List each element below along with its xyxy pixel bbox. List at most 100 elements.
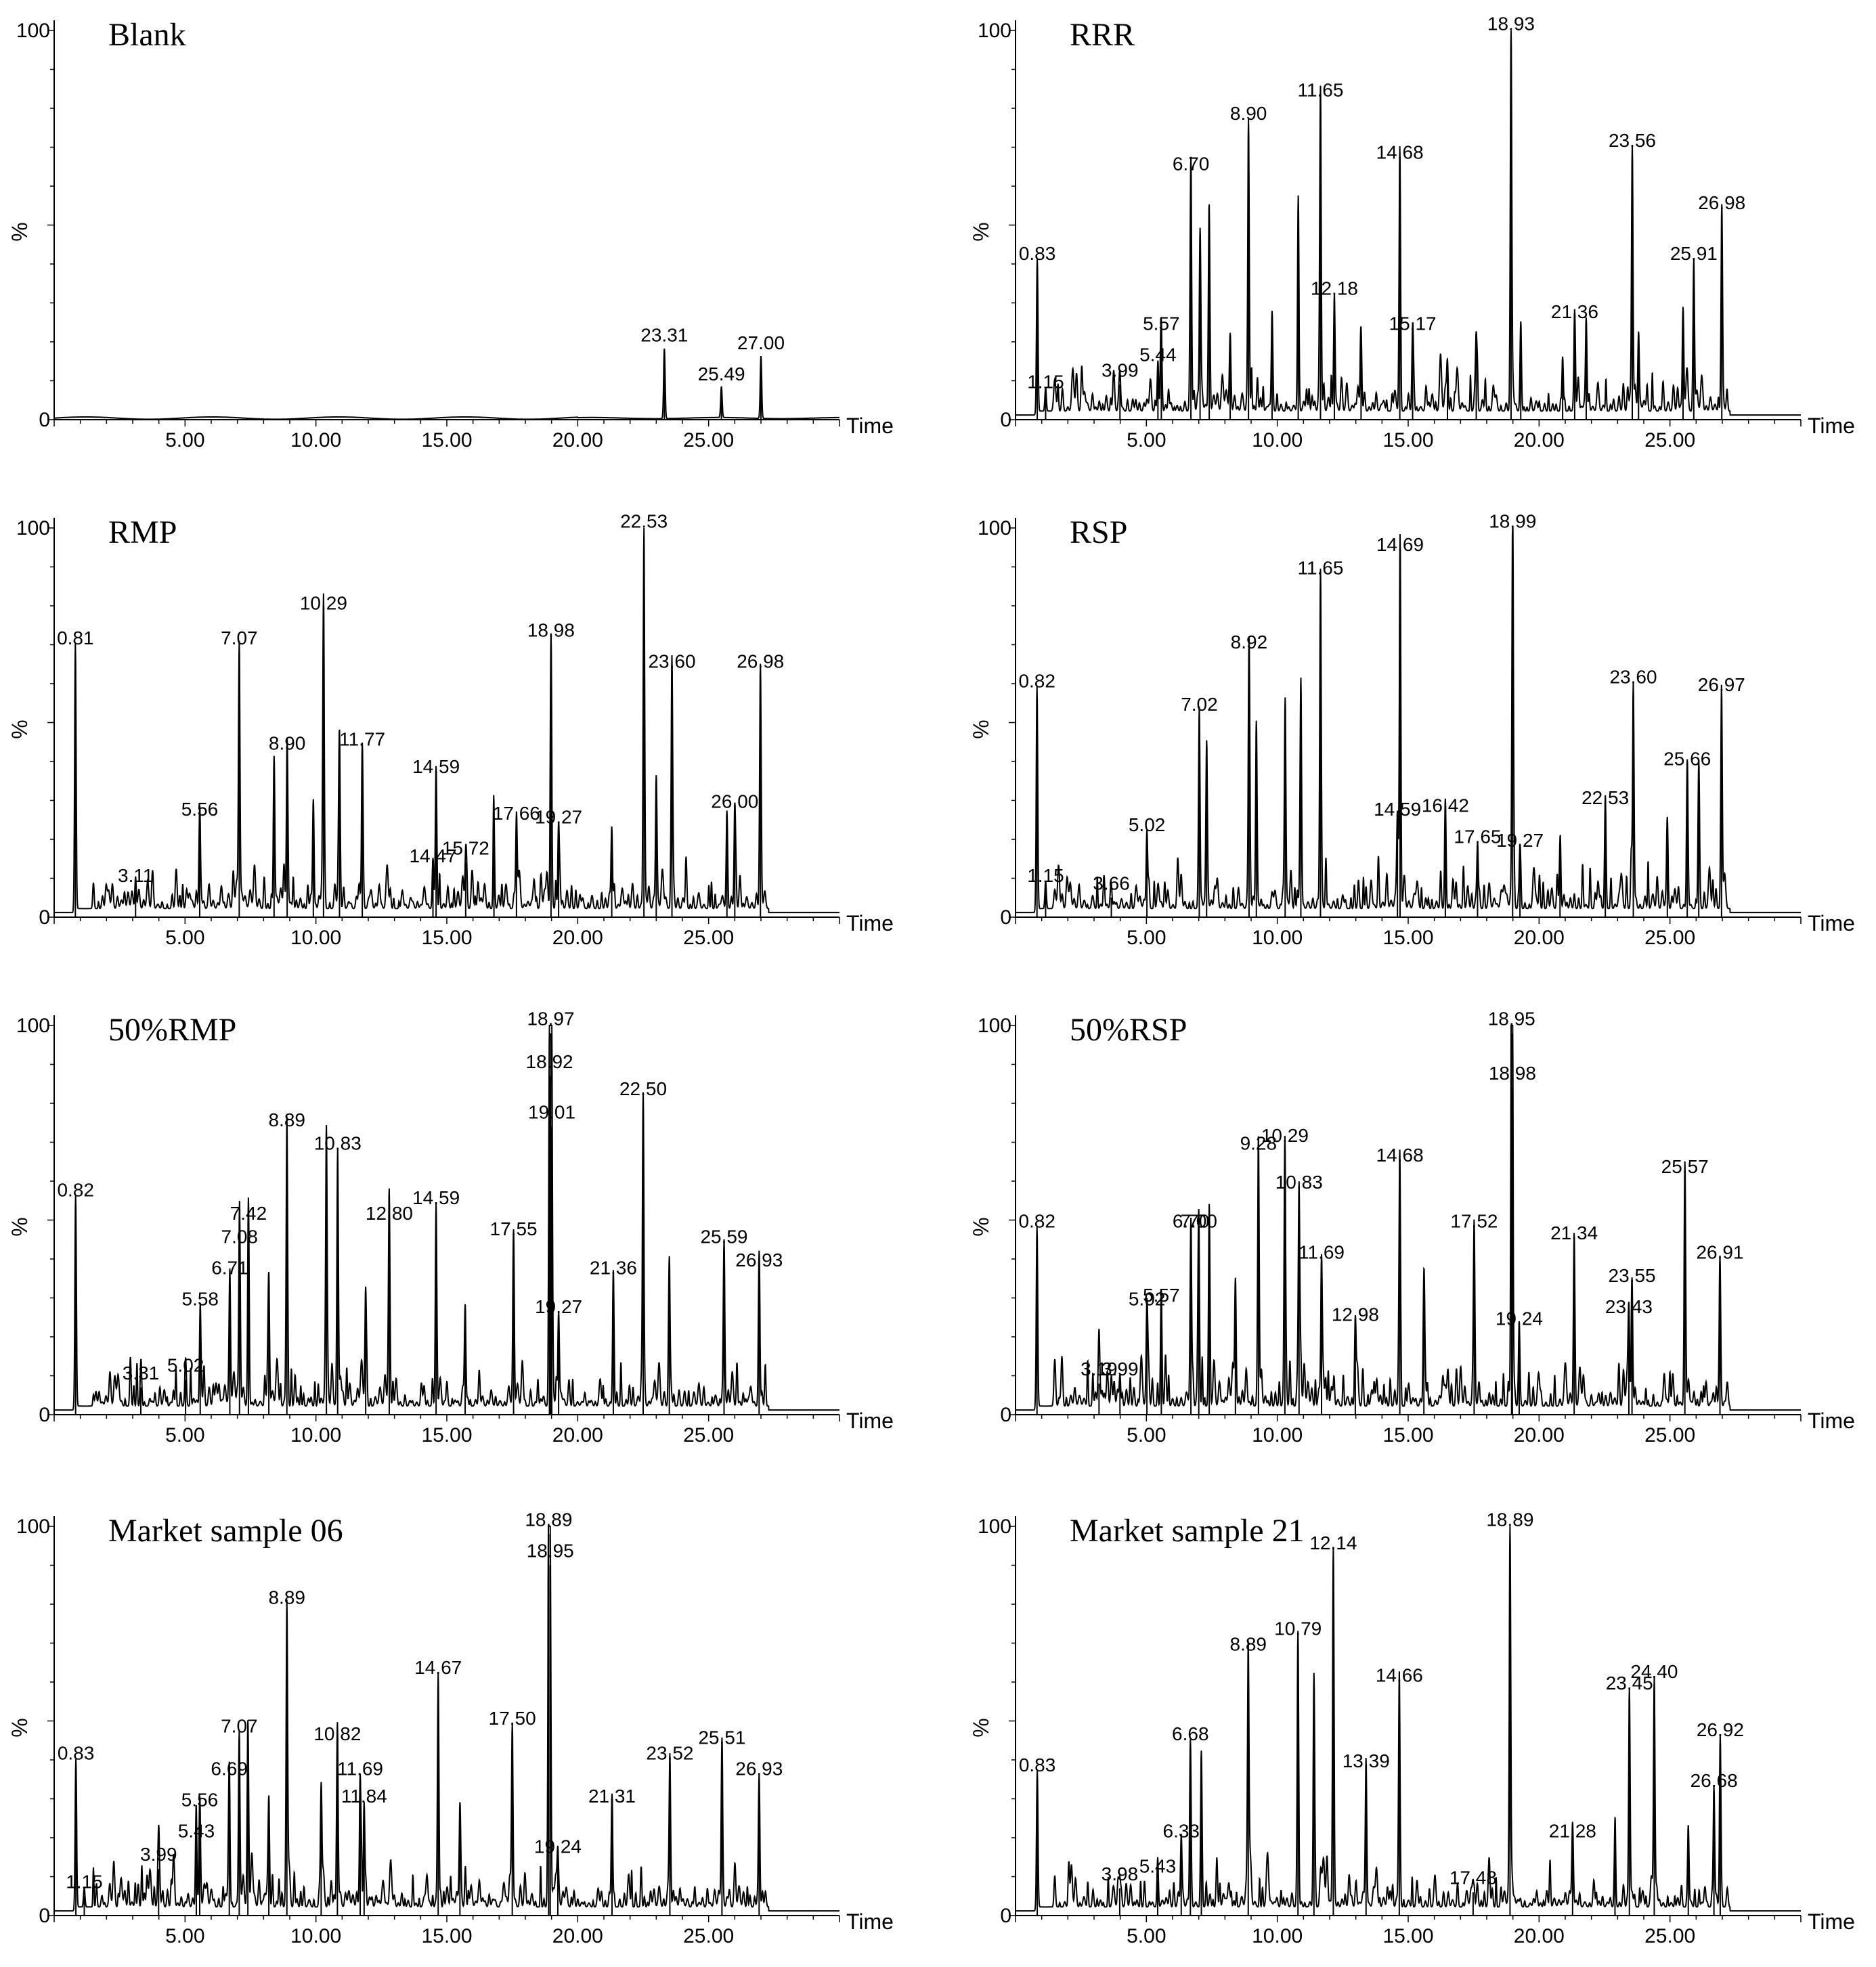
peak-label: 8.90: [1230, 103, 1267, 124]
peak-label: 18.98: [1489, 1063, 1536, 1084]
panel-title: 50%RSP: [1070, 1012, 1187, 1048]
x-tick-label: 10.00: [1252, 1424, 1303, 1446]
x-tick-label: 10.00: [290, 1424, 341, 1446]
peak-label: 23.55: [1609, 1265, 1656, 1286]
x-tick-label: 25.00: [1644, 1424, 1695, 1446]
peak-label: 27.00: [737, 332, 785, 353]
panel-title: Market sample 21: [1070, 1513, 1305, 1549]
x-axis-label: Time: [846, 1409, 894, 1433]
y-tick-label: 0: [1000, 1404, 1011, 1426]
peak-label: 25.57: [1661, 1156, 1709, 1177]
x-tick-label: 20.00: [552, 1424, 603, 1446]
chromatogram-svg: 50%RMP 5.00 10.00 15.00 20.00 25.00 0 100% Time 0…: [7, 1009, 894, 1447]
peak-label: 11.69: [1299, 1242, 1345, 1263]
chromatogram-svg: Market sample 06 5.00 10.00 15.00 20.00 25.00…: [7, 1509, 894, 1948]
peak-label: 5.56: [181, 1790, 219, 1811]
peak-label: 23.43: [1605, 1296, 1653, 1317]
peak-label: 18.99: [1489, 511, 1536, 532]
peak-label: 13.39: [1343, 1750, 1390, 1771]
panel-title: RMP: [108, 514, 177, 550]
peak-label: 5.57: [1143, 1285, 1180, 1306]
peak-label: 26.93: [735, 1759, 783, 1780]
y-tick-label: 100: [16, 517, 50, 539]
x-tick-label: 10.00: [1252, 927, 1303, 949]
x-axis-label: Time: [1808, 911, 1855, 935]
chromatogram-panel-4: RSP 5.00 10.00 15.00 20.00 25.00 0 100% Time 0.82…: [961, 498, 1875, 965]
y-axis-label: %: [7, 1217, 32, 1236]
chromatogram-trace: [1016, 30, 1801, 416]
peak-label: 8.89: [268, 1109, 305, 1130]
chromatogram-trace: [54, 1526, 839, 1912]
panel-title: Market sample 06: [108, 1513, 343, 1549]
chromatogram-panel-5: 50%RMP 5.00 10.00 15.00 20.00 25.00 0 100% Time 0…: [0, 995, 914, 1462]
y-tick-label: 0: [39, 906, 50, 929]
peak-label: 21.36: [590, 1258, 637, 1279]
x-tick-label: 20.00: [552, 429, 603, 451]
peak-label: 11.65: [1297, 79, 1343, 100]
peak-label: 17.66: [493, 803, 540, 824]
x-tick-label: 15.00: [421, 1925, 472, 1947]
peak-label: 18.95: [1488, 1009, 1535, 1030]
peak-label: 10.83: [1275, 1172, 1323, 1193]
peak-label: 5.02: [1129, 814, 1166, 835]
peak-label: 1.15: [1027, 865, 1064, 886]
chromatogram-trace: [54, 348, 839, 420]
chromatogram-svg: RMP 5.00 10.00 15.00 20.00 25.00 0 100% Time 0.81…: [7, 511, 894, 950]
peak-label: 26.98: [737, 651, 784, 672]
peak-label: 15.17: [1389, 313, 1437, 334]
peak-label: 5.58: [182, 1289, 219, 1310]
peak-label: 10.79: [1274, 1618, 1322, 1639]
peak-label: 19.27: [1496, 830, 1544, 851]
peak-label: 26.00: [711, 791, 758, 812]
y-axis-label: %: [969, 1217, 993, 1236]
chromatogram-trace: [54, 527, 839, 914]
peak-label: 7.00: [1180, 1211, 1217, 1232]
peak-label: 6.68: [1172, 1723, 1209, 1744]
panel-title: RSP: [1070, 514, 1127, 550]
peak-label: 17.52: [1450, 1211, 1498, 1232]
peak-label: 23.60: [1609, 667, 1657, 688]
y-tick-label: 0: [39, 1905, 50, 1927]
peak-label: 14.59: [412, 756, 460, 777]
chromatogram-svg: Market sample 21 5.00 10.00 15.00 20.00 25.00…: [969, 1509, 1855, 1948]
peak-label: 18.93: [1487, 14, 1535, 35]
peak-label: 3.66: [1093, 872, 1130, 893]
chromatogram-svg: RSP 5.00 10.00 15.00 20.00 25.00 0 100% Time 0.82…: [969, 511, 1855, 950]
x-tick-label: 15.00: [421, 1424, 472, 1446]
x-axis-label: Time: [1808, 1409, 1855, 1433]
peak-label: 14.59: [1374, 799, 1421, 820]
x-tick-label: 25.00: [1644, 429, 1695, 451]
x-tick-label: 5.00: [1127, 429, 1166, 451]
x-tick-label: 25.00: [683, 1925, 734, 1947]
x-axis-label: Time: [846, 1909, 894, 1934]
peak-label: 25.66: [1663, 748, 1711, 769]
peak-label: 0.83: [1019, 243, 1056, 264]
y-axis-label: %: [969, 222, 993, 241]
peak-label: 10.29: [1261, 1125, 1309, 1146]
peak-label: 24.40: [1630, 1661, 1678, 1682]
peak-label: 25.49: [698, 363, 745, 384]
x-tick-label: 20.00: [1514, 1424, 1565, 1446]
peak-label: 22.53: [620, 511, 668, 532]
x-axis-label: Time: [846, 414, 894, 438]
peak-label: 14.68: [1376, 1145, 1424, 1166]
peak-label: 23.60: [648, 651, 695, 672]
x-tick-label: 10.00: [290, 429, 341, 451]
peak-label: 0.83: [1019, 1754, 1056, 1775]
y-axis-label: %: [7, 720, 32, 738]
peak-label: 17.50: [489, 1708, 536, 1729]
peak-label: 21.36: [1551, 301, 1598, 322]
peak-label: 0.83: [58, 1743, 95, 1764]
peak-label: 26.97: [1698, 674, 1745, 695]
x-axis-label: Time: [1808, 414, 1855, 438]
chromatogram-panel-8: Market sample 21 5.00 10.00 15.00 20.00 25.00…: [961, 1496, 1875, 1963]
x-tick-label: 25.00: [683, 1424, 734, 1446]
chromatogram-panel-2: RRR 5.00 10.00 15.00 20.00 25.00 0 100% Time 0.83…: [961, 0, 1875, 467]
peak-label: 22.50: [619, 1078, 667, 1099]
peak-label: 3.99: [140, 1844, 177, 1865]
y-axis-label: %: [7, 222, 32, 241]
peak-label: 11.69: [337, 1759, 383, 1780]
peak-label: 12.14: [1309, 1532, 1357, 1553]
peak-label: 10.29: [300, 592, 347, 613]
